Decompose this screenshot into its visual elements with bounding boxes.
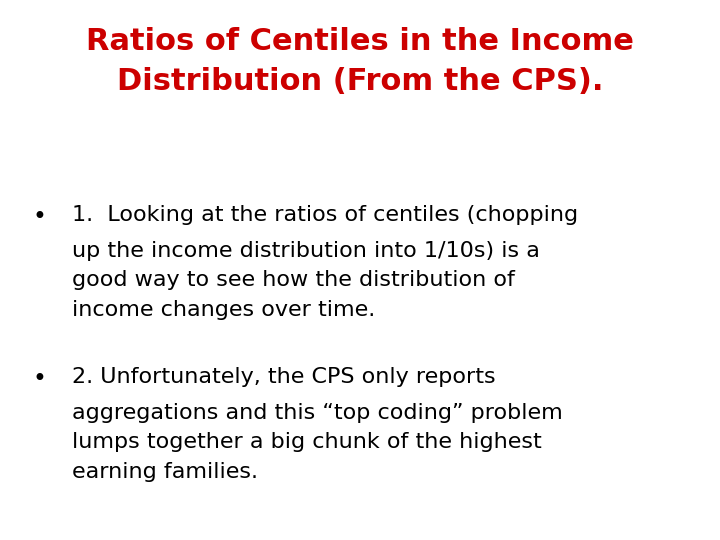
Text: 1.  Looking at the ratios of centiles (chopping: 1. Looking at the ratios of centiles (ch… (72, 205, 578, 225)
Text: •: • (32, 205, 47, 229)
Text: Ratios of Centiles in the Income
Distribution (From the CPS).: Ratios of Centiles in the Income Distrib… (86, 27, 634, 97)
Text: •: • (32, 367, 47, 391)
Text: 2. Unfortunately, the CPS only reports: 2. Unfortunately, the CPS only reports (72, 367, 495, 387)
Text: up the income distribution into 1/10s) is a
good way to see how the distribution: up the income distribution into 1/10s) i… (72, 241, 540, 320)
Text: aggregations and this “top coding” problem
lumps together a big chunk of the hig: aggregations and this “top coding” probl… (72, 403, 563, 482)
